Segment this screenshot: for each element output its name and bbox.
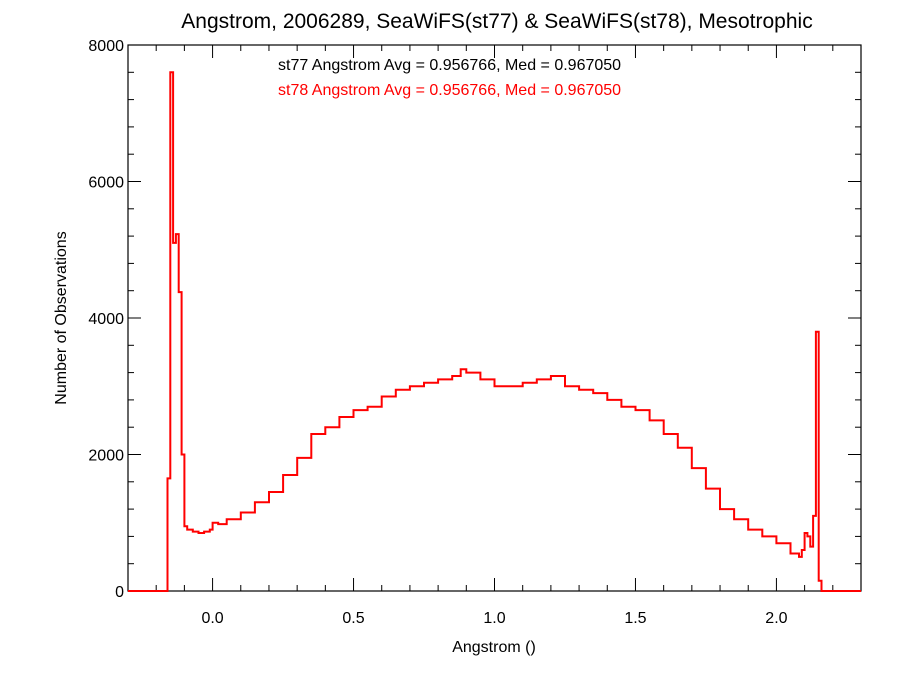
x-axis-label: Angstrom () — [452, 639, 536, 656]
plot-frame — [127, 44, 862, 592]
x-tick-label: 0.0 — [201, 610, 223, 627]
x-tick-label: 0.5 — [342, 610, 364, 627]
x-tick-label: 1.5 — [624, 610, 646, 627]
series-histogram-line — [128, 71, 861, 592]
y-tick-label: 0 — [115, 584, 124, 601]
y-tick-label: 2000 — [88, 448, 124, 465]
y-tick-label: 6000 — [88, 175, 124, 192]
x-tick-label: 1.0 — [483, 610, 505, 627]
annotation-st78: st78 Angstrom Avg = 0.956766, Med = 0.96… — [278, 82, 621, 99]
y-tick-label: 8000 — [88, 38, 124, 55]
y-axis-label: Number of Observations — [53, 231, 70, 404]
annotation-st77: st77 Angstrom Avg = 0.956766, Med = 0.96… — [278, 57, 621, 74]
x-axis-ticks: 0.0 0.5 1.0 1.5 2.0 — [155, 45, 862, 627]
x-tick-label: 2.0 — [765, 610, 787, 627]
y-axis-ticks: 0 2000 4000 6000 8000 — [88, 38, 861, 601]
y-tick-label: 4000 — [88, 311, 124, 328]
chart-title: Angstrom, 2006289, SeaWiFS(st77) & SeaWi… — [181, 10, 812, 33]
